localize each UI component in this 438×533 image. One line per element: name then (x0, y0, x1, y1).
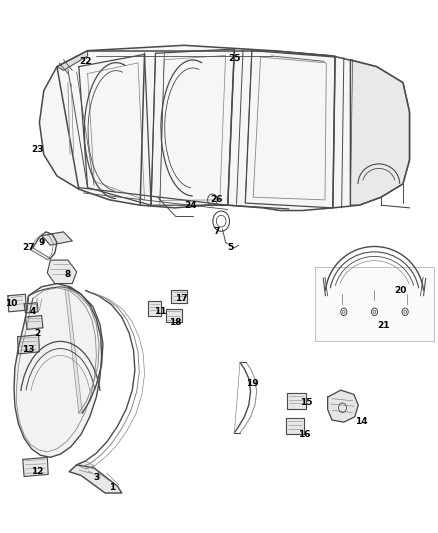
Polygon shape (287, 393, 306, 409)
Text: 25: 25 (228, 54, 240, 63)
Polygon shape (39, 45, 410, 211)
Text: 16: 16 (298, 430, 311, 439)
Text: 20: 20 (395, 286, 407, 295)
Text: 1: 1 (109, 483, 115, 492)
Polygon shape (166, 309, 182, 322)
Text: 11: 11 (154, 308, 166, 316)
Text: 8: 8 (65, 270, 71, 279)
Text: 2: 2 (34, 329, 40, 337)
Text: 15: 15 (300, 398, 313, 407)
Polygon shape (42, 232, 72, 245)
Text: 19: 19 (246, 379, 258, 388)
Polygon shape (23, 457, 48, 477)
Polygon shape (77, 461, 95, 469)
Polygon shape (171, 290, 187, 303)
Text: 13: 13 (22, 345, 35, 353)
Polygon shape (18, 335, 39, 354)
Polygon shape (14, 284, 102, 457)
Text: 26: 26 (211, 196, 223, 204)
Text: 21: 21 (377, 321, 389, 329)
Text: 18: 18 (169, 318, 181, 327)
Text: 3: 3 (93, 473, 99, 481)
Text: 17: 17 (176, 294, 188, 303)
Text: 24: 24 (184, 201, 197, 209)
Text: 23: 23 (31, 145, 43, 154)
Text: 14: 14 (355, 417, 367, 425)
Text: 27: 27 (22, 244, 35, 252)
Polygon shape (25, 316, 43, 329)
Text: 10: 10 (5, 300, 17, 308)
Text: 12: 12 (31, 467, 43, 476)
Polygon shape (315, 266, 434, 341)
Polygon shape (8, 294, 26, 312)
Text: 5: 5 (227, 244, 233, 252)
Polygon shape (57, 51, 88, 70)
Polygon shape (69, 465, 122, 493)
Polygon shape (47, 260, 77, 284)
Polygon shape (350, 60, 410, 205)
Text: 9: 9 (39, 238, 45, 247)
Polygon shape (148, 301, 161, 316)
Polygon shape (328, 390, 358, 422)
Polygon shape (65, 287, 82, 413)
Polygon shape (286, 418, 304, 434)
Polygon shape (30, 248, 50, 260)
Text: 7: 7 (214, 228, 220, 236)
Text: 4: 4 (30, 308, 36, 316)
Polygon shape (24, 303, 38, 313)
Text: 22: 22 (79, 57, 92, 66)
